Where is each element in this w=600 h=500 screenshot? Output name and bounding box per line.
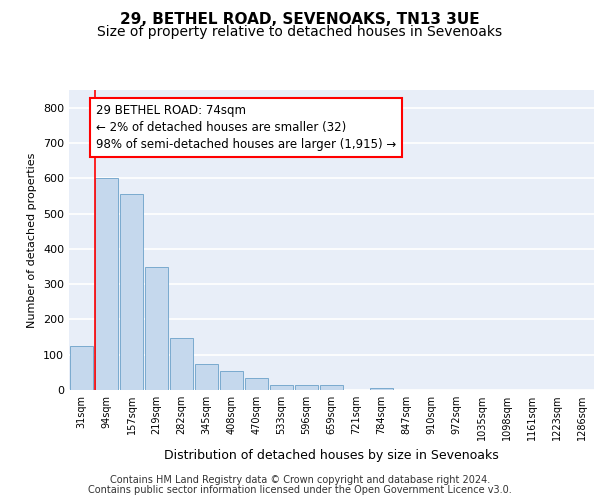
Bar (70, 346, 94, 390)
Bar (170, 338, 193, 390)
Y-axis label: Number of detached properties: Number of detached properties (28, 152, 37, 328)
Text: 29 BETHEL ROAD: 74sqm
← 2% of detached houses are smaller (32)
98% of semi-detac: 29 BETHEL ROAD: 74sqm ← 2% of detached h… (95, 104, 396, 151)
Bar (194, 364, 218, 390)
Text: Size of property relative to detached houses in Sevenoaks: Size of property relative to detached ho… (97, 25, 503, 39)
Text: 29, BETHEL ROAD, SEVENOAKS, TN13 3UE: 29, BETHEL ROAD, SEVENOAKS, TN13 3UE (120, 12, 480, 28)
Bar (370, 388, 394, 390)
Bar (220, 370, 244, 390)
Bar (145, 267, 169, 390)
Bar (95, 178, 118, 390)
Bar (119, 194, 143, 390)
Bar (269, 386, 293, 390)
Bar (245, 378, 268, 390)
Text: Contains public sector information licensed under the Open Government Licence v3: Contains public sector information licen… (88, 485, 512, 495)
Bar (320, 386, 343, 390)
X-axis label: Distribution of detached houses by size in Sevenoaks: Distribution of detached houses by size … (164, 448, 499, 462)
Bar (295, 386, 319, 390)
Text: Contains HM Land Registry data © Crown copyright and database right 2024.: Contains HM Land Registry data © Crown c… (110, 475, 490, 485)
